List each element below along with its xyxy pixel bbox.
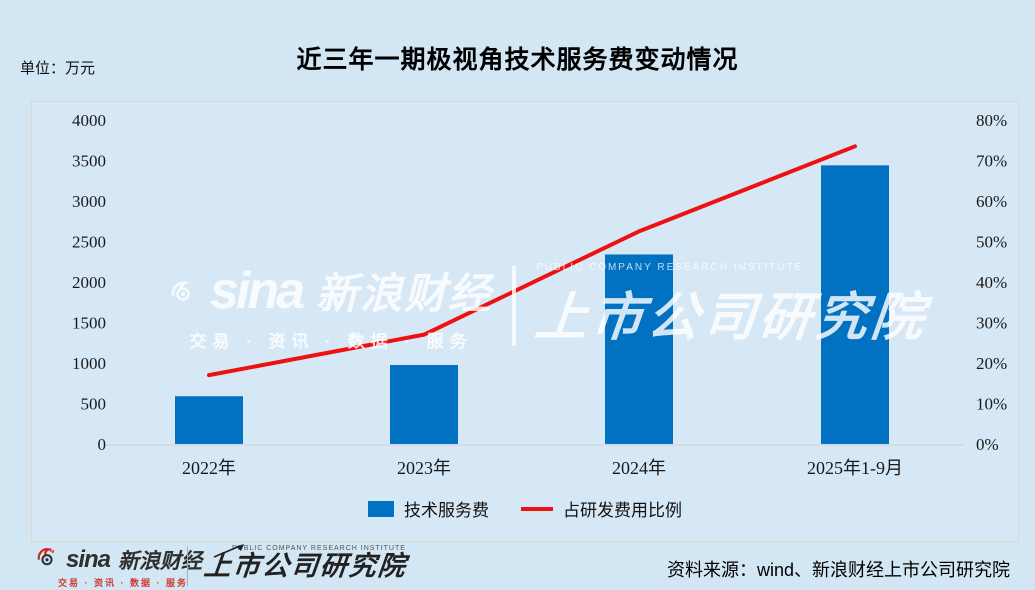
chart-legend: 技术服务费 占研发费用比例 [32, 496, 1018, 521]
y-axis-right-tick: 70% [976, 152, 1007, 171]
footer-divider [187, 546, 188, 586]
y-axis-left-tick: 2000 [72, 273, 106, 292]
x-axis-category-label: 2024年 [612, 458, 666, 478]
legend-bar-label: 技术服务费 [404, 501, 489, 520]
unit-label: 单位：万元 [20, 61, 96, 77]
y-axis-right-tick: 50% [976, 233, 1007, 252]
y-axis-right-tick: 40% [976, 273, 1007, 292]
y-axis-right-tick: 80% [976, 111, 1007, 130]
y-axis-left-tick: 3000 [72, 192, 106, 211]
y-axis-left-tick: 1500 [72, 314, 106, 333]
footer-sina-tagline: 交易 · 资讯 · 数据 · 服务 [58, 578, 188, 588]
y-axis-left-tick: 2500 [72, 233, 106, 252]
y-axis-right-tick: 0% [976, 435, 999, 454]
chart-title: 近三年一期极视角技术服务费变动情况 [296, 46, 739, 74]
footer: sina 新浪财经 交易 · 资讯 · 数据 · 服务 PUBLIC COMPA… [0, 544, 1035, 590]
y-axis-right-tick: 10% [976, 395, 1007, 414]
footer-sina-text: sina [66, 546, 111, 573]
arrow-icon [212, 543, 248, 564]
legend-bar-swatch [368, 500, 394, 517]
legend-line-swatch [521, 506, 553, 511]
bar-2023年 [390, 365, 458, 444]
y-axis-left-tick: 0 [98, 435, 107, 454]
bar-2024年 [605, 254, 673, 444]
y-axis-right-tick: 30% [976, 314, 1007, 333]
x-axis-category-label: 2022年 [182, 458, 236, 478]
y-axis-left-tick: 3500 [72, 152, 106, 171]
ratio-line [207, 144, 857, 378]
bar-2022年 [175, 396, 243, 444]
combo-chart: 0 500 1000 1500 2000 2500 3000 3500 4000 0% 10% 20%… [72, 111, 1007, 478]
legend-line-label: 占研发费用比例 [563, 501, 682, 520]
source-text: 资料来源：wind、新浪财经上市公司研究院 [666, 560, 1010, 580]
footer-institute-cn: 上市公司研究院 [202, 551, 409, 581]
y-axis-right-tick: 20% [976, 354, 1007, 373]
y-axis-left-tick: 1000 [72, 354, 106, 373]
footer-sina-cn: 新浪财经 [118, 550, 203, 573]
x-axis-category-label: 2025年1-9月 [807, 458, 903, 478]
chart-panel: 0 500 1000 1500 2000 2500 3000 3500 4000 0% 10% 20%… [31, 101, 1019, 542]
footer-institute-en: PUBLIC COMPANY RESEARCH INSTITUTE [232, 545, 406, 552]
y-axis-left-tick: 500 [81, 395, 107, 414]
footer-sina-logo: sina 新浪财经 交易 · 资讯 · 数据 · 服务 [36, 547, 202, 589]
footer-institute-logo: PUBLIC COMPANY RESEARCH INSTITUTE 上市公司研究… [202, 543, 409, 582]
y-axis-right-tick: 60% [976, 192, 1007, 211]
bar-2025年1-9月 [821, 165, 889, 445]
x-axis-category-label: 2023年 [397, 458, 451, 478]
y-axis-left-tick: 4000 [72, 111, 106, 130]
sina-eye-icon [36, 547, 58, 572]
